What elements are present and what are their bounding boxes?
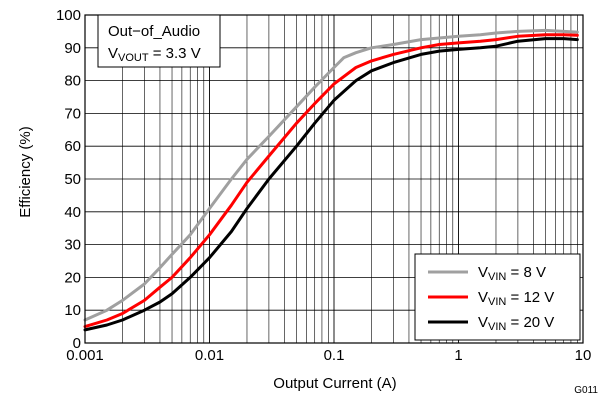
legend-label: VVIN = 20 V <box>478 314 554 333</box>
annotation-line1: Out−of_Audio <box>108 23 200 40</box>
y-tick-label: 30 <box>64 237 81 254</box>
annotation-box: Out−of_Audio VVOUT = 3.3 V <box>97 14 221 68</box>
legend: VVIN = 8 V VVIN = 12 V VVIN = 20 V <box>414 253 581 341</box>
y-axis-label: Efficiency (%) <box>17 126 34 217</box>
x-axis-label: Output Current (A) <box>273 375 396 392</box>
y-tick-label: 60 <box>64 138 81 155</box>
annotation-line2: VVOUT = 3.3 V <box>108 45 201 64</box>
figure-id: G011 <box>574 385 598 396</box>
x-tick-labels: 0.001 0.01 0.1 1 10 <box>66 347 591 364</box>
x-tick-label: 1 <box>454 347 462 364</box>
y-tick-label: 40 <box>64 204 81 221</box>
series-line <box>83 37 579 332</box>
y-tick-labels: 0 10 20 30 40 50 60 70 80 90 100 <box>56 7 81 352</box>
x-tick-label: 0.1 <box>324 347 345 364</box>
y-tick-label: 0 <box>73 335 81 352</box>
series-line <box>83 28 579 322</box>
y-tick-label: 10 <box>64 302 81 319</box>
y-tick-label: 70 <box>64 105 81 122</box>
x-tick-label: 0.01 <box>195 347 224 364</box>
y-tick-label: 50 <box>64 171 81 188</box>
y-tick-label: 100 <box>56 7 81 24</box>
series-line <box>83 33 579 329</box>
legend-label: VVIN = 12 V <box>478 289 554 308</box>
legend-label: VVIN = 8 V <box>478 264 546 283</box>
y-tick-label: 90 <box>64 40 81 57</box>
y-tick-label: 80 <box>64 73 81 90</box>
series-lines <box>83 28 579 332</box>
x-tick-label: 10 <box>575 347 592 364</box>
y-tick-label: 20 <box>64 269 81 286</box>
plot-frame <box>84 14 584 344</box>
x-tick-label: 0.001 <box>66 347 104 364</box>
